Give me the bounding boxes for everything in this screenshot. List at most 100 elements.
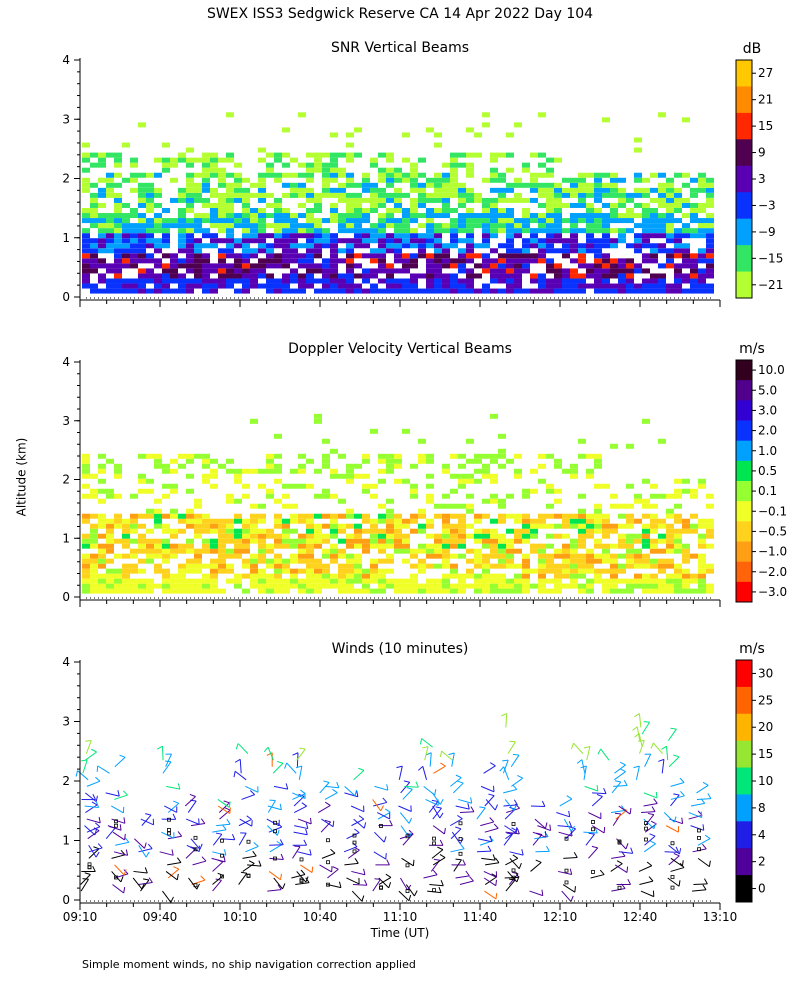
heatmap-cell bbox=[202, 578, 210, 584]
heatmap-cell bbox=[82, 513, 90, 519]
heatmap-cell bbox=[602, 523, 610, 529]
heatmap-cell bbox=[450, 233, 458, 239]
heatmap-cell bbox=[306, 283, 314, 289]
heatmap-cell bbox=[106, 543, 114, 549]
wind-barb bbox=[167, 802, 180, 813]
wind-barb bbox=[273, 877, 283, 890]
heatmap-cell bbox=[482, 258, 490, 264]
heatmap-cell bbox=[282, 172, 290, 178]
heatmap-cell bbox=[234, 263, 242, 269]
heatmap-cell bbox=[602, 228, 610, 234]
heatmap-cell bbox=[274, 253, 282, 259]
heatmap-cell bbox=[650, 197, 658, 203]
heatmap-cell bbox=[290, 503, 298, 509]
heatmap-cell bbox=[554, 548, 562, 554]
heatmap-cell bbox=[698, 248, 706, 254]
heatmap-cell bbox=[210, 152, 218, 158]
heatmap-cell bbox=[154, 518, 162, 524]
heatmap-cell bbox=[450, 182, 458, 188]
heatmap-cell bbox=[610, 258, 618, 264]
heatmap-cell bbox=[458, 263, 466, 269]
heatmap-cell bbox=[378, 513, 386, 519]
heatmap-cell bbox=[466, 197, 474, 203]
heatmap-cell bbox=[122, 283, 130, 289]
wind-barb bbox=[162, 761, 172, 774]
heatmap-cell bbox=[642, 258, 650, 264]
heatmap-cell bbox=[562, 513, 570, 519]
heatmap-cell bbox=[490, 473, 498, 479]
heatmap-cell bbox=[634, 558, 642, 564]
heatmap-cell bbox=[130, 538, 138, 544]
heatmap-cell bbox=[602, 553, 610, 559]
heatmap-cell bbox=[138, 197, 146, 203]
wind-barb-flag bbox=[309, 849, 312, 856]
heatmap-cell bbox=[378, 503, 386, 509]
heatmap-cell bbox=[106, 548, 114, 554]
heatmap-cell bbox=[234, 553, 242, 559]
heatmap-cell bbox=[554, 228, 562, 234]
wind-barb bbox=[590, 874, 605, 879]
heatmap-cell bbox=[618, 202, 626, 208]
heatmap-cell bbox=[570, 268, 578, 274]
heatmap-cell bbox=[570, 243, 578, 249]
wind-barb-flag bbox=[93, 846, 100, 850]
heatmap-cell bbox=[274, 152, 282, 158]
heatmap-cell bbox=[554, 233, 562, 239]
heatmap-cell bbox=[466, 248, 474, 254]
heatmap-cell bbox=[354, 182, 362, 188]
heatmap-cell bbox=[266, 167, 274, 173]
wind-barb bbox=[641, 811, 656, 814]
calm-marker bbox=[591, 827, 595, 832]
heatmap-cell bbox=[522, 253, 530, 259]
heatmap-cell bbox=[626, 578, 634, 584]
heatmap-cell bbox=[210, 207, 218, 213]
heatmap-cell bbox=[322, 172, 330, 178]
heatmap-cell bbox=[266, 563, 274, 569]
heatmap-cell bbox=[242, 213, 250, 219]
heatmap-cell bbox=[338, 473, 346, 479]
heatmap-cell bbox=[194, 238, 202, 244]
heatmap-cell bbox=[482, 112, 490, 118]
heatmap-cell bbox=[178, 573, 186, 579]
calm-marker bbox=[405, 863, 410, 868]
heatmap-cell bbox=[290, 268, 298, 274]
heatmap-cell bbox=[450, 162, 458, 168]
heatmap-cell bbox=[298, 568, 306, 574]
heatmap-cell bbox=[154, 218, 162, 224]
heatmap-cell bbox=[434, 553, 442, 559]
heatmap-cell bbox=[682, 228, 690, 234]
wind-barb-flag bbox=[574, 886, 576, 893]
heatmap-cell bbox=[394, 478, 402, 484]
heatmap-cell bbox=[346, 142, 354, 148]
heatmap-cell bbox=[666, 523, 674, 529]
heatmap-cell bbox=[546, 533, 554, 539]
heatmap-cell bbox=[498, 538, 506, 544]
heatmap-cell bbox=[346, 278, 354, 284]
heatmap-cell bbox=[554, 187, 562, 193]
colorbar-label: −9 bbox=[758, 225, 776, 239]
heatmap-cell bbox=[370, 223, 378, 229]
footnote: Simple moment winds, no ship navigation … bbox=[82, 958, 416, 971]
heatmap-cell bbox=[602, 233, 610, 239]
wind-barb-flag bbox=[588, 832, 595, 835]
heatmap-cell bbox=[154, 288, 162, 294]
heatmap-cell bbox=[362, 207, 370, 213]
heatmap-cell bbox=[554, 218, 562, 224]
heatmap-cell bbox=[170, 553, 178, 559]
wind-barb bbox=[459, 811, 474, 814]
heatmap-cell bbox=[346, 213, 354, 219]
heatmap-cell bbox=[410, 218, 418, 224]
heatmap-cell bbox=[410, 258, 418, 264]
heatmap-cell bbox=[706, 543, 714, 549]
heatmap-cell bbox=[226, 253, 234, 259]
heatmap-cell bbox=[562, 573, 570, 579]
wind-barb bbox=[84, 751, 97, 761]
heatmap-cell bbox=[138, 543, 146, 549]
heatmap-cell bbox=[186, 488, 194, 494]
heatmap-cell bbox=[386, 513, 394, 519]
heatmap-cell bbox=[186, 518, 194, 524]
heatmap-cell bbox=[386, 207, 394, 213]
heatmap-cell bbox=[506, 253, 514, 259]
heatmap-cell bbox=[698, 558, 706, 564]
heatmap-cell bbox=[194, 182, 202, 188]
